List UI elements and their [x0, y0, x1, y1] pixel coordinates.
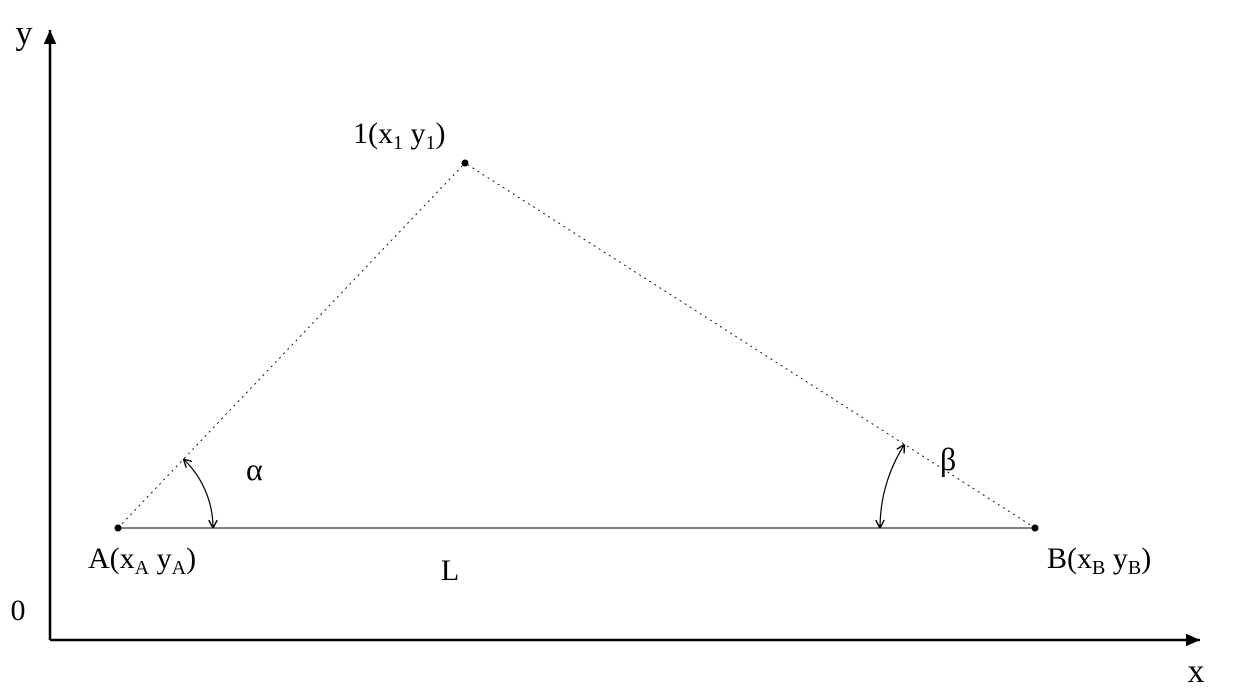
angle-beta-arc [880, 444, 904, 528]
x-axis-arrow [1186, 634, 1200, 647]
geometry-diagram: 0 x y A(xA yA) B(xB yB) 1(x1 y1) Lα β [0, 0, 1240, 688]
y-axis-label: y [16, 15, 33, 52]
y-axis-arrow [44, 30, 57, 44]
angle-alpha-arc [183, 459, 213, 528]
label-base-l: L [441, 554, 459, 587]
x-axis-label: x [1188, 653, 1205, 688]
label-point-a: A(xA yA) [88, 542, 196, 579]
angle-beta-arrow-start-b [876, 520, 880, 528]
label-point-b: B(xB yB) [1047, 542, 1151, 579]
angle-alpha-arrow-start-a [213, 520, 217, 528]
label-angle-alpha: α [246, 451, 263, 487]
origin-label: 0 [11, 594, 26, 627]
label-point-1: 1(x1 y1) [353, 117, 446, 154]
label-angle-beta: β [940, 441, 956, 477]
segment-a1 [118, 163, 465, 528]
